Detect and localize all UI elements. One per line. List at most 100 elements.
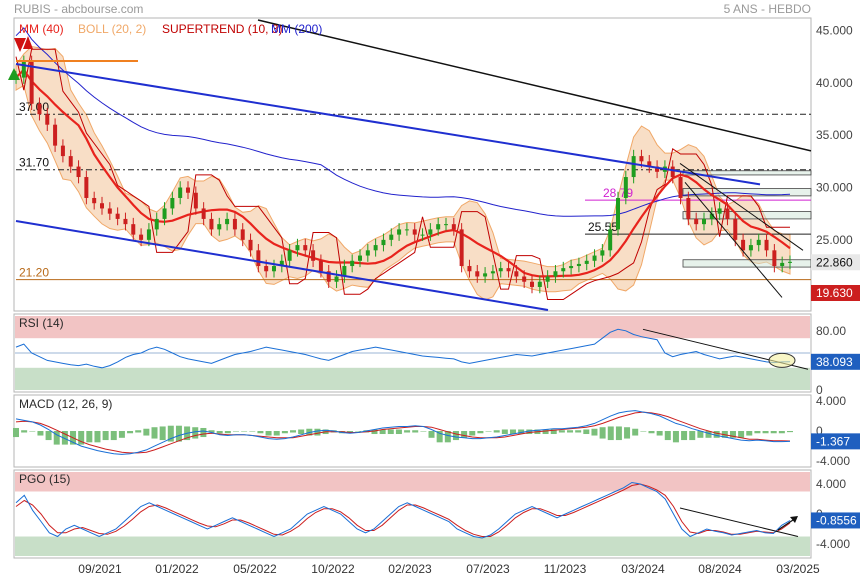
candle-body	[647, 161, 652, 167]
macd-histogram-bar	[705, 431, 712, 438]
macd-histogram-bar	[200, 427, 207, 438]
upper-channel-line	[15, 62, 761, 186]
candle-body	[592, 255, 597, 261]
macd-histogram-bar	[509, 429, 516, 435]
candle-body	[100, 203, 104, 209]
macd-histogram-bar	[127, 431, 134, 434]
macd-histogram-bar	[526, 429, 533, 435]
macd-histogram-bar	[94, 431, 101, 443]
candle-body	[60, 145, 65, 157]
macd-histogram-bar	[86, 431, 93, 443]
candle-body	[772, 250, 777, 267]
buy-arrow-icon	[8, 68, 20, 80]
candle-body	[342, 266, 347, 277]
macd-histogram-bar	[689, 431, 696, 441]
candle-body	[303, 245, 308, 251]
macd-histogram-bar	[151, 427, 158, 439]
macd-histogram-bar	[664, 431, 671, 441]
macd-histogram-bar	[379, 429, 386, 435]
rsi-oversold-zone	[15, 367, 810, 390]
candle-body	[522, 276, 527, 282]
macd-y-label: -4.000	[816, 454, 850, 468]
candle-body	[170, 197, 175, 209]
rsi-line	[15, 328, 791, 369]
macd-histogram-bar	[45, 431, 52, 441]
macd-histogram-bar	[387, 429, 394, 435]
candle-body	[365, 250, 370, 256]
pgo-layer	[15, 472, 810, 556]
level-label: 37.00	[19, 100, 49, 114]
macd-histogram-bar	[672, 431, 679, 443]
candle-body	[37, 103, 42, 115]
y-tick-label: 25.000	[816, 233, 853, 247]
last-price-value: 22.860	[816, 255, 853, 269]
macd-histogram-bar	[461, 431, 468, 438]
macd-histogram-bar	[118, 431, 125, 438]
candle-body	[162, 208, 167, 219]
candle-body	[295, 245, 300, 251]
long-resistance-line	[257, 19, 812, 152]
macd-histogram-bar	[192, 427, 199, 439]
macd-histogram-bar	[485, 431, 492, 432]
x-tick-label: 03/2024	[621, 562, 665, 576]
candle-body	[146, 229, 151, 240]
rsi-panel	[13, 313, 812, 393]
x-tick-label: 09/2021	[78, 562, 122, 576]
candle-body	[686, 197, 691, 219]
macd-y-label: 0	[816, 424, 823, 438]
candle-body	[639, 156, 644, 162]
candle-body	[68, 156, 73, 167]
candle-body	[678, 177, 683, 198]
macd-histogram-bar	[265, 431, 272, 436]
macd-histogram-bar	[599, 427, 606, 439]
macd-histogram-bar	[648, 431, 655, 434]
x-tick-label: 02/2023	[388, 562, 432, 576]
candle-body	[326, 271, 331, 282]
candle-body	[733, 218, 738, 240]
legend-item: SUPERTREND (10, 3)	[162, 22, 282, 36]
rsi-highlight-circle	[768, 352, 796, 368]
x-tick-label: 03/2025	[776, 562, 820, 576]
candle-body	[436, 224, 441, 230]
macd-histogram-bar	[290, 430, 297, 433]
macd-histogram-bar	[697, 431, 704, 438]
candle-body	[76, 166, 81, 178]
candle-body	[139, 234, 144, 240]
rsi-y-label: 80.00	[816, 324, 846, 338]
rsi-layer	[15, 316, 810, 390]
candle-body	[576, 263, 581, 267]
candle-body	[717, 208, 722, 214]
macd-histogram-bar	[624, 427, 631, 439]
candle-body	[467, 266, 472, 272]
candle-body	[84, 177, 89, 198]
macd-histogram-bar	[395, 429, 402, 435]
macd-histogram-bar	[232, 431, 239, 432]
candle-body	[428, 229, 433, 235]
candle-body	[631, 156, 636, 178]
candle-body	[358, 255, 362, 261]
sell-arrow-icon	[23, 36, 33, 49]
macd-histogram-bar	[404, 430, 411, 433]
candle-body	[225, 218, 230, 225]
candle-body	[756, 239, 761, 246]
candle-body	[397, 229, 402, 235]
macd-histogram-bar	[208, 430, 215, 433]
candle-body	[29, 61, 34, 104]
rsi-last-value: 38.093	[816, 355, 853, 369]
price-panel	[13, 17, 812, 312]
candle-body	[545, 276, 550, 282]
candle-body	[334, 276, 339, 282]
supertrend-line	[15, 48, 790, 300]
level-label: 31.70	[19, 156, 49, 170]
candle-body	[115, 213, 120, 219]
pgo-title: PGO (15)	[19, 472, 70, 486]
candle-body	[420, 234, 425, 236]
candle-body	[451, 224, 456, 230]
lower-channel-line	[15, 220, 549, 311]
macd-histogram-bar	[550, 429, 557, 435]
y-tick-label: 40.000	[816, 76, 853, 90]
macd-histogram-bar	[591, 428, 598, 436]
macd-histogram-bar	[518, 429, 525, 435]
candle-body	[92, 197, 97, 204]
macd-histogram-bar	[216, 431, 223, 434]
